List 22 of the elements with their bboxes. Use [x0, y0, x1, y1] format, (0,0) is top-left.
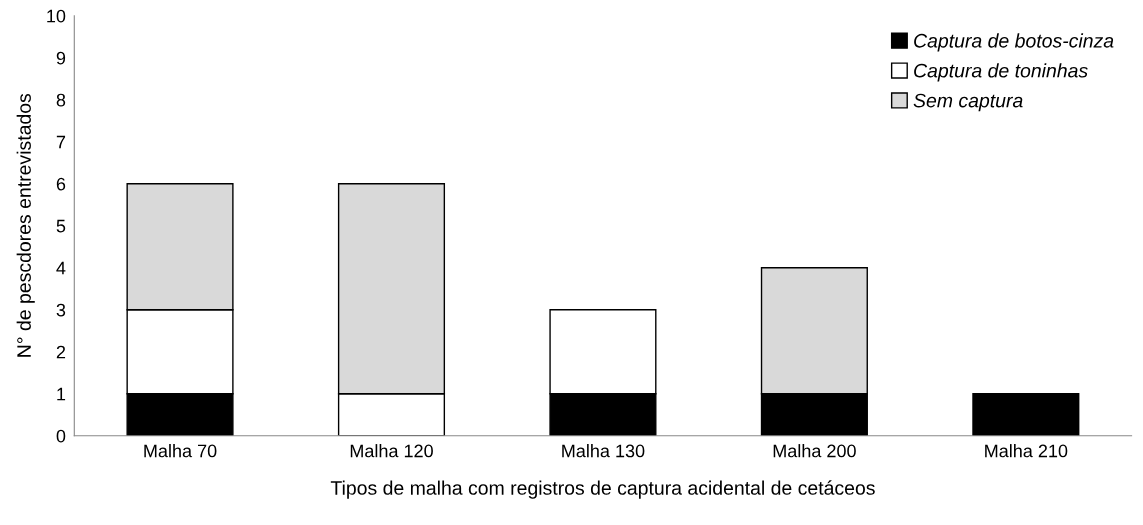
x-axis-title: Tipos de malha com registros de captura acidental de cetáceos: [330, 480, 875, 499]
y-tick-label: 5: [56, 219, 66, 233]
x-tick-label: Malha 70: [144, 444, 217, 458]
y-tick-label: 10: [47, 9, 66, 23]
x-tick-label: Malha 130: [562, 444, 645, 458]
y-tick-label: 2: [56, 345, 66, 359]
y-tick-label: 4: [56, 261, 66, 275]
x-tick-label: Malha 210: [985, 444, 1068, 458]
y-tick-label: 6: [56, 177, 66, 191]
legend-label: Captura de botos-cinza: [914, 33, 1114, 52]
y-tick-label: 1: [57, 387, 66, 401]
x-tick-label: Malha 200: [773, 444, 856, 458]
legend-label: Sem captura: [913, 93, 1023, 112]
y-tick-label: 0: [56, 429, 66, 443]
y-tick-label: 9: [56, 51, 66, 65]
y-tick-label: 7: [56, 135, 66, 149]
x-tick-label: Malha 120: [350, 444, 433, 458]
bar: [972, 393, 1080, 436]
y-tick-label: 3: [56, 303, 66, 317]
y-tick-label: 8: [56, 93, 66, 107]
y-axis-title: N° de pescdores entrevistados: [16, 93, 35, 357]
legend-label: Captura de toninhas: [914, 63, 1088, 82]
